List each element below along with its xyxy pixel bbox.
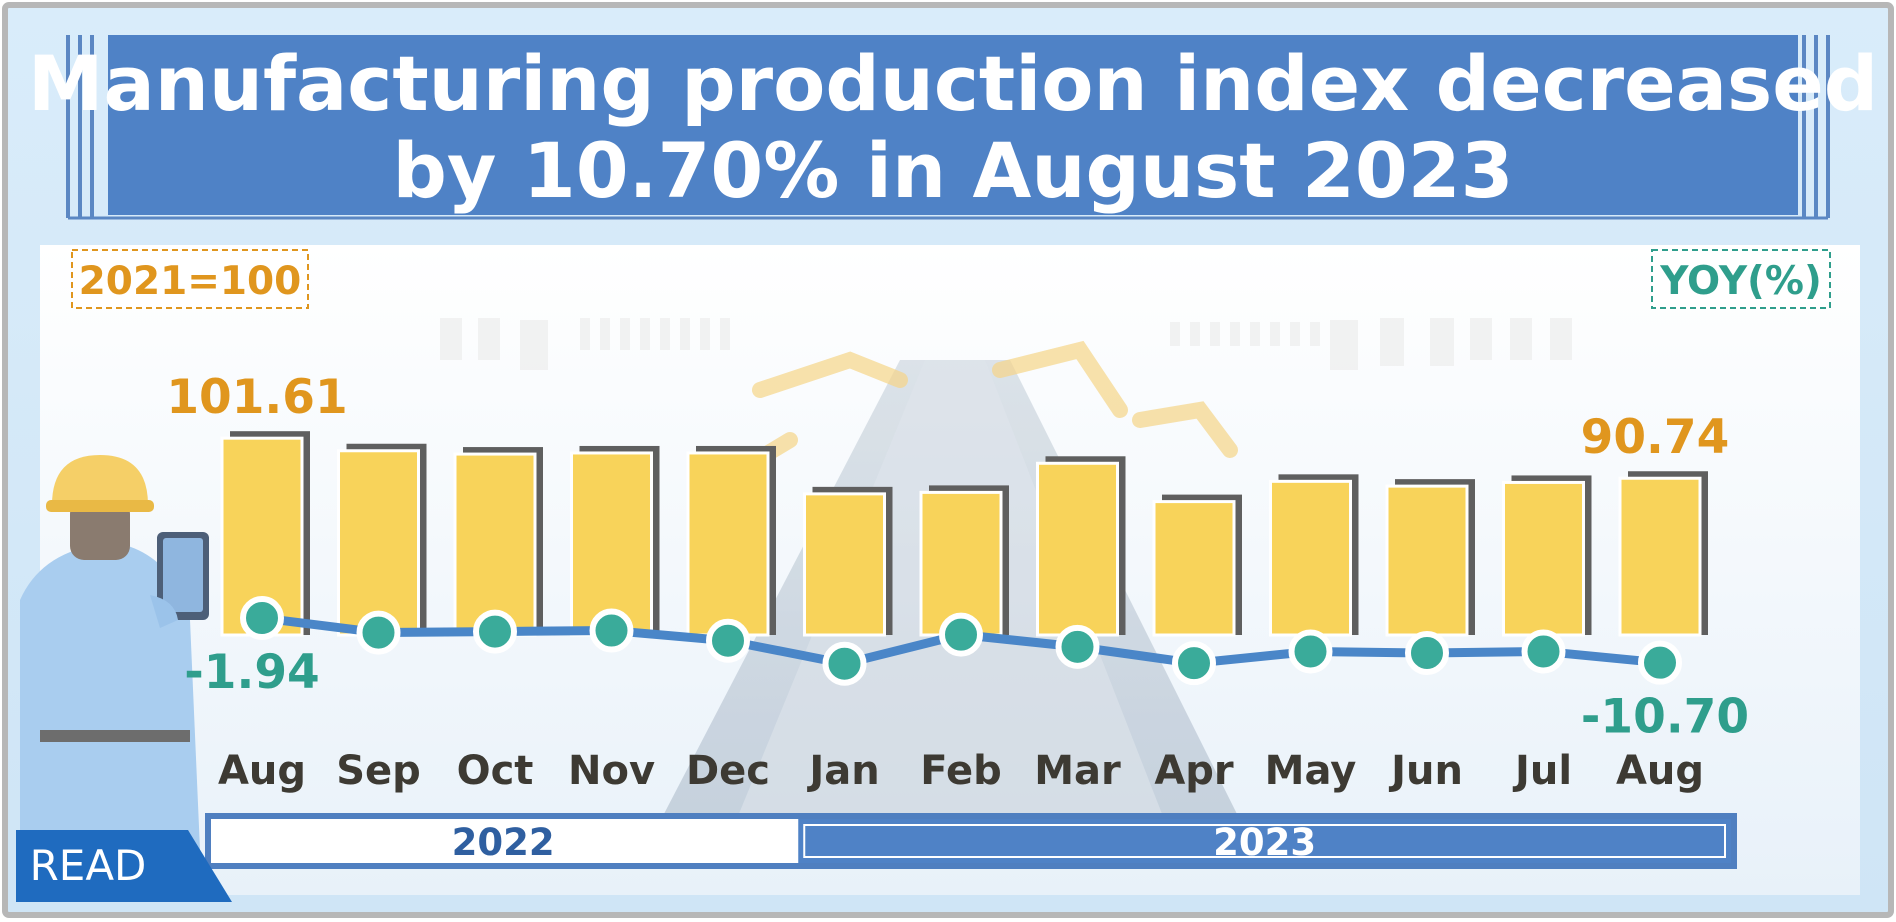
month-label-aug-12: Aug	[1616, 748, 1704, 794]
year-bar-2023-inner	[803, 824, 1726, 858]
yoy-point-feb-6	[939, 612, 983, 657]
bar-may-9	[1269, 474, 1359, 637]
yoy-point-apr-8	[1172, 641, 1216, 686]
year-bar-2023	[798, 819, 1731, 863]
yoy-point-jul-11	[1521, 629, 1566, 674]
bar-sep-1	[337, 443, 427, 637]
read-button[interactable]: READ	[16, 830, 232, 902]
yoy-point-nov-3	[589, 608, 634, 653]
yoy-label-0: -1.94	[184, 645, 319, 700]
title-line-2: by 10.70% in August 2023	[393, 126, 1514, 215]
bar-feb-6	[919, 485, 1009, 637]
yoy-point-sep-1	[356, 610, 401, 655]
bar	[570, 451, 653, 637]
bar	[1269, 479, 1352, 637]
month-label-oct-2: Oct	[457, 748, 534, 794]
title-banner: Manufacturing production index decreased…	[28, 35, 1878, 220]
month-label-dec-4: Dec	[686, 748, 770, 794]
month-label-sep-1: Sep	[336, 748, 421, 794]
bar	[1152, 500, 1236, 637]
month-label-may-9: May	[1265, 748, 1357, 794]
yoy-point-dec-4	[706, 618, 750, 663]
index-label-0: 101.61	[166, 370, 347, 425]
bar	[1036, 461, 1119, 637]
bar-aug-12	[1618, 471, 1708, 637]
read-button-label: READ	[30, 841, 147, 890]
bar	[1618, 476, 1702, 637]
yoy-unit-box: YOY(%)	[1651, 249, 1831, 309]
bar-mar-7	[1036, 456, 1126, 637]
yoy-line-series	[240, 596, 1682, 686]
yoy-point-aug-12	[1638, 640, 1682, 685]
worker-illustration	[20, 455, 209, 850]
yoy-point-mar-7	[1055, 624, 1100, 669]
yoy-point-may-9	[1288, 629, 1333, 674]
bar-apr-8	[1152, 494, 1242, 637]
bar	[337, 449, 420, 637]
bar	[686, 451, 770, 637]
year-axis: 2022 2023	[205, 813, 1737, 869]
month-label-jul-11: Jul	[1512, 748, 1572, 794]
bar	[803, 492, 886, 637]
month-label-jun-10: Jun	[1388, 748, 1463, 794]
month-label-feb-6: Feb	[920, 748, 1001, 794]
month-label-aug-0: Aug	[218, 748, 306, 794]
bar	[919, 490, 1003, 637]
bar	[1385, 484, 1469, 637]
year-label-2022: 2022	[452, 821, 555, 864]
bar-oct-2	[453, 447, 543, 637]
index-bars	[220, 431, 1708, 637]
bar-nov-3	[570, 445, 660, 637]
index-unit-label: 2021=100	[79, 259, 302, 304]
yoy-point-oct-2	[473, 609, 517, 654]
bar	[1502, 480, 1585, 637]
month-label-mar-7: Mar	[1034, 748, 1121, 794]
month-label-apr-8: Apr	[1154, 748, 1234, 794]
yoy-unit-label: YOY(%)	[1659, 259, 1822, 304]
year-label-2023: 2023	[1213, 821, 1316, 864]
index-label-12: 90.74	[1581, 410, 1730, 465]
bar-jan-5	[803, 486, 893, 637]
data-labels: 101.61 90.74 -1.94 -10.70	[166, 370, 1749, 744]
title-line-1: Manufacturing production index decreased	[28, 39, 1878, 128]
bar-jun-10	[1385, 479, 1475, 637]
bar-jul-11	[1502, 475, 1592, 637]
bar	[453, 452, 537, 637]
yoy-label-12: -10.70	[1581, 690, 1749, 745]
yoy-point-jan-5	[822, 641, 867, 686]
index-unit-box: 2021=100	[71, 249, 309, 309]
month-label-nov-3: Nov	[568, 748, 655, 794]
month-axis: Aug Sep Oct Nov Dec Jan Feb Mar Apr May Jun Jul Aug	[218, 748, 1704, 794]
bar-dec-4	[686, 445, 776, 637]
yoy-point-jun-10	[1405, 630, 1449, 675]
month-label-jan-5: Jan	[806, 748, 879, 794]
yoy-point-aug-0	[240, 596, 284, 640]
